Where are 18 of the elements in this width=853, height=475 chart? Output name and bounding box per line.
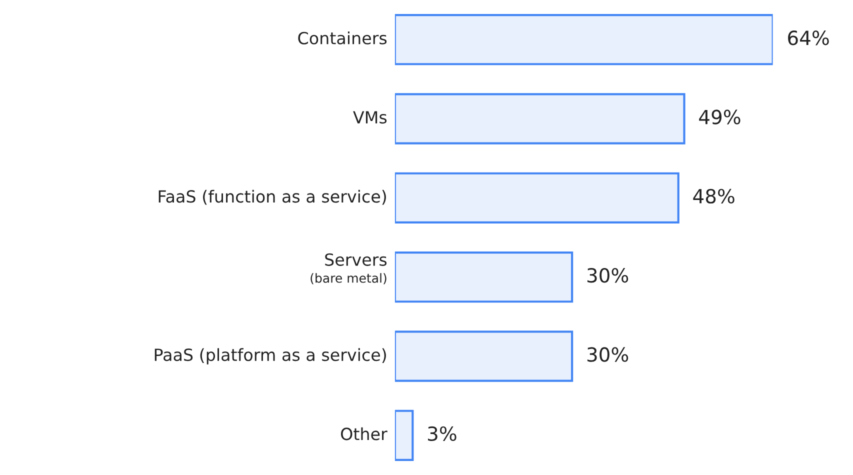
- y-tick-label: Servers (bare metal): [310, 253, 387, 284]
- bar: [394, 410, 414, 462]
- data-label: 48%: [693, 188, 734, 204]
- y-tick-label: Other: [340, 427, 388, 440]
- bar: [394, 330, 574, 382]
- y-tick-label: Containers: [298, 32, 387, 44]
- data-label: 30%: [587, 268, 628, 283]
- data-label: 3%: [428, 426, 456, 442]
- bar: [394, 172, 680, 224]
- y-tick-label: VMs: [353, 111, 387, 124]
- bar: [394, 14, 773, 66]
- data-label: 30%: [587, 347, 628, 362]
- data-label: 49%: [699, 110, 740, 124]
- bar: [394, 93, 686, 144]
- data-label: 64%: [788, 30, 829, 46]
- bar: [394, 251, 574, 303]
- y-tick-label: FaaS (function as a service): [158, 190, 386, 205]
- y-tick-label: PaaS (platform as a service): [154, 348, 386, 364]
